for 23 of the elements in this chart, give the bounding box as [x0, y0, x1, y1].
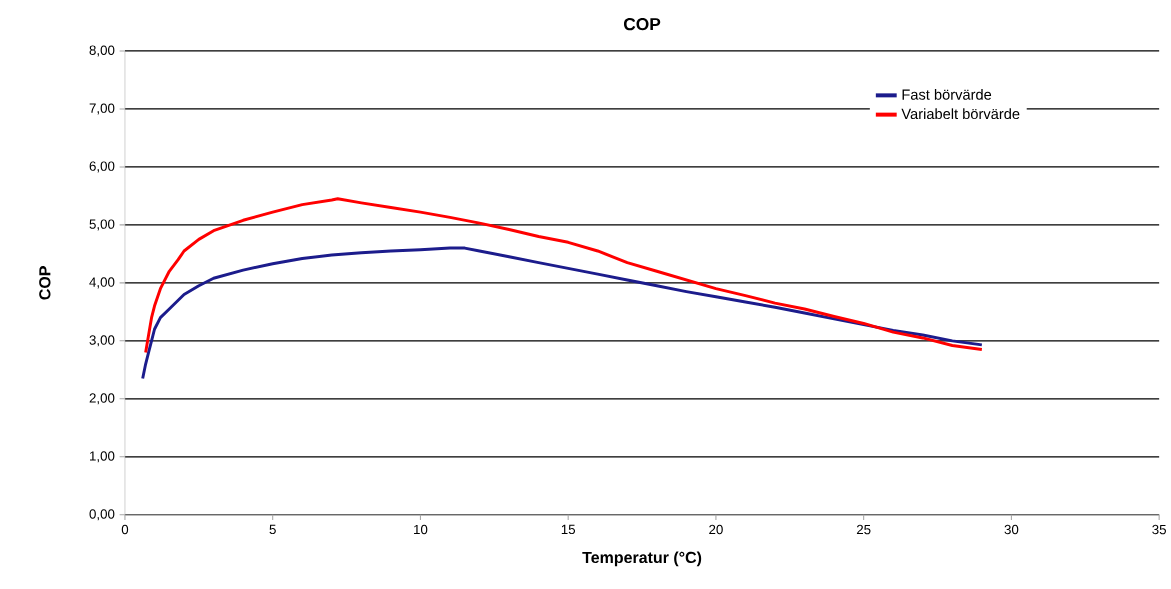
x-tick-label: 5	[269, 524, 276, 535]
y-tick-label: 3,00	[89, 335, 115, 347]
y-tick-label: 7,00	[89, 103, 115, 115]
x-tick-label: 20	[709, 524, 723, 535]
x-tick-label: 30	[1004, 524, 1019, 535]
legend-label: Fast börvärde	[902, 89, 992, 100]
legend-label: Variabelt börvärde	[901, 108, 1020, 120]
y-tick-label: 8,00	[89, 45, 115, 57]
y-tick-label: 2,00	[89, 393, 115, 405]
y-tick-label: 1,00	[90, 451, 115, 463]
x-tick-label: 25	[856, 524, 871, 535]
x-tick-label: 35	[1152, 524, 1166, 535]
y-tick-label: 0,00	[89, 509, 115, 521]
y-tick-label: 6,00	[89, 161, 115, 173]
line-series	[141, 246, 984, 380]
x-axis-title: Temperatur (°C)	[582, 551, 702, 567]
chart-title: COP	[623, 17, 661, 31]
y-axis-title: COP	[39, 266, 51, 300]
y-tick-label: 5,00	[89, 219, 115, 231]
x-tick-label: 0	[121, 524, 129, 535]
x-tick-label: 15	[561, 524, 576, 535]
x-tick-label: 10	[414, 524, 428, 535]
y-tick-label: 4,00	[89, 277, 115, 289]
